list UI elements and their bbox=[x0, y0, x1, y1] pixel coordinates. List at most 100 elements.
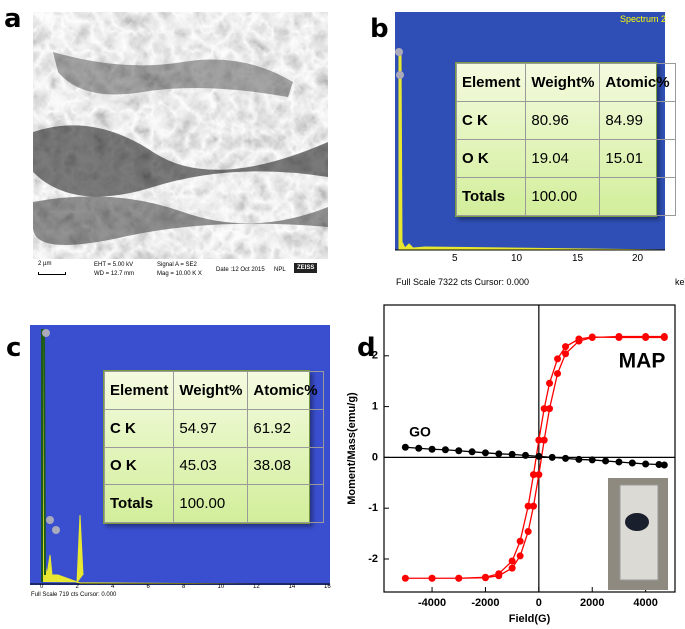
data-point bbox=[554, 355, 561, 362]
data-point bbox=[642, 333, 649, 340]
inset-photo-powder bbox=[625, 513, 649, 531]
data-point bbox=[546, 405, 553, 412]
table-row: ElementWeight%Atomic% bbox=[105, 372, 324, 410]
data-point bbox=[455, 447, 462, 454]
table-cell: 38.08 bbox=[248, 447, 323, 485]
inset-photo-object bbox=[620, 485, 658, 580]
data-point bbox=[541, 437, 548, 444]
table-cell bbox=[600, 178, 675, 216]
data-point bbox=[429, 446, 436, 453]
data-point bbox=[546, 380, 553, 387]
table-cell: 100.00 bbox=[174, 485, 248, 523]
data-point bbox=[530, 503, 537, 510]
panel-label: a bbox=[4, 4, 22, 34]
data-point bbox=[482, 574, 489, 581]
data-point bbox=[442, 446, 449, 453]
data-point bbox=[509, 451, 516, 458]
data-point bbox=[522, 452, 529, 459]
x-tick-label: 0 bbox=[40, 584, 43, 590]
table-cell: 54.97 bbox=[174, 409, 248, 447]
table-cell: Weight% bbox=[174, 372, 248, 410]
data-point bbox=[495, 450, 502, 457]
table-row: O K19.0415.01 bbox=[457, 140, 676, 178]
table-cell: C K bbox=[457, 102, 526, 140]
x-tick-label: 16 bbox=[324, 584, 331, 590]
x-tick-label: 15 bbox=[572, 253, 583, 264]
y-tick-label: 2 bbox=[372, 350, 378, 362]
data-point bbox=[615, 458, 622, 465]
data-point bbox=[402, 444, 409, 451]
data-point bbox=[525, 528, 532, 535]
scale-bar bbox=[38, 272, 66, 275]
spectrum-footer: Full Scale 719 cts Cursor: 0.000 bbox=[31, 592, 116, 598]
data-point bbox=[535, 471, 542, 478]
x-tick-label: 12 bbox=[253, 584, 260, 590]
data-point bbox=[469, 448, 476, 455]
x-tick-label: 14 bbox=[289, 584, 296, 590]
series-annotation: GO bbox=[409, 424, 431, 440]
sem-image bbox=[33, 12, 328, 283]
sem-info: Signal A = SE2 bbox=[157, 262, 197, 268]
table-cell: O K bbox=[457, 140, 526, 178]
table-cell: Atomic% bbox=[600, 64, 675, 102]
data-point bbox=[509, 565, 516, 572]
scale-bar-label: 2 µm bbox=[38, 261, 51, 267]
table-cell: C K bbox=[105, 409, 174, 447]
figure: a 2 µm EHT = 5.00 kV WD = 12.7 mm Signal… bbox=[0, 0, 685, 629]
y-axis-label: Moment/Mass(emu/g) bbox=[346, 392, 358, 505]
data-point bbox=[602, 457, 609, 464]
data-point bbox=[455, 575, 462, 582]
x-tick-label: 4000 bbox=[633, 597, 657, 609]
spectrum-footer: Full Scale 7322 cts Cursor: 0.000 bbox=[396, 277, 529, 287]
table-row: ElementWeight%Atomic% bbox=[457, 64, 676, 102]
data-point bbox=[415, 445, 422, 452]
data-point bbox=[535, 453, 542, 460]
table-cell: 100.00 bbox=[526, 178, 600, 216]
data-point bbox=[589, 334, 596, 341]
table-cell: Element bbox=[105, 372, 174, 410]
x-tick-label: 2 bbox=[76, 584, 79, 590]
table-cell: 80.96 bbox=[526, 102, 600, 140]
data-point bbox=[517, 538, 524, 545]
data-point bbox=[562, 343, 569, 350]
data-point bbox=[661, 462, 668, 469]
x-tick-label: 0 bbox=[536, 597, 542, 609]
x-tick-label: 4 bbox=[111, 584, 114, 590]
sem-info: Date :12 Oct 2015 bbox=[216, 267, 265, 273]
data-point bbox=[562, 350, 569, 357]
data-point bbox=[517, 552, 524, 559]
x-tick-label: 10 bbox=[218, 584, 225, 590]
sem-info: NPL bbox=[274, 267, 286, 273]
table-cell: 84.99 bbox=[600, 102, 675, 140]
y-tick-label: -1 bbox=[368, 502, 378, 514]
data-point bbox=[575, 456, 582, 463]
data-point bbox=[615, 333, 622, 340]
table-cell: Totals bbox=[105, 485, 174, 523]
y-tick-label: 0 bbox=[372, 451, 378, 463]
table-cell: Totals bbox=[457, 178, 526, 216]
y-tick-label: -2 bbox=[368, 553, 378, 565]
data-point bbox=[554, 370, 561, 377]
table-cell: 19.04 bbox=[526, 140, 600, 178]
data-point bbox=[575, 338, 582, 345]
table-cell: Element bbox=[457, 64, 526, 102]
sem-info: EHT = 5.00 kV bbox=[94, 262, 133, 268]
x-tick-label: -2000 bbox=[471, 597, 499, 609]
y-tick-label: 1 bbox=[372, 400, 378, 412]
x-unit: keV bbox=[675, 277, 685, 287]
data-point bbox=[642, 460, 649, 467]
data-point bbox=[402, 575, 409, 582]
x-axis-label: Field(G) bbox=[509, 613, 551, 625]
table-cell: O K bbox=[105, 447, 174, 485]
table-cell: Atomic% bbox=[248, 372, 323, 410]
data-point bbox=[549, 454, 556, 461]
data-point bbox=[589, 456, 596, 463]
